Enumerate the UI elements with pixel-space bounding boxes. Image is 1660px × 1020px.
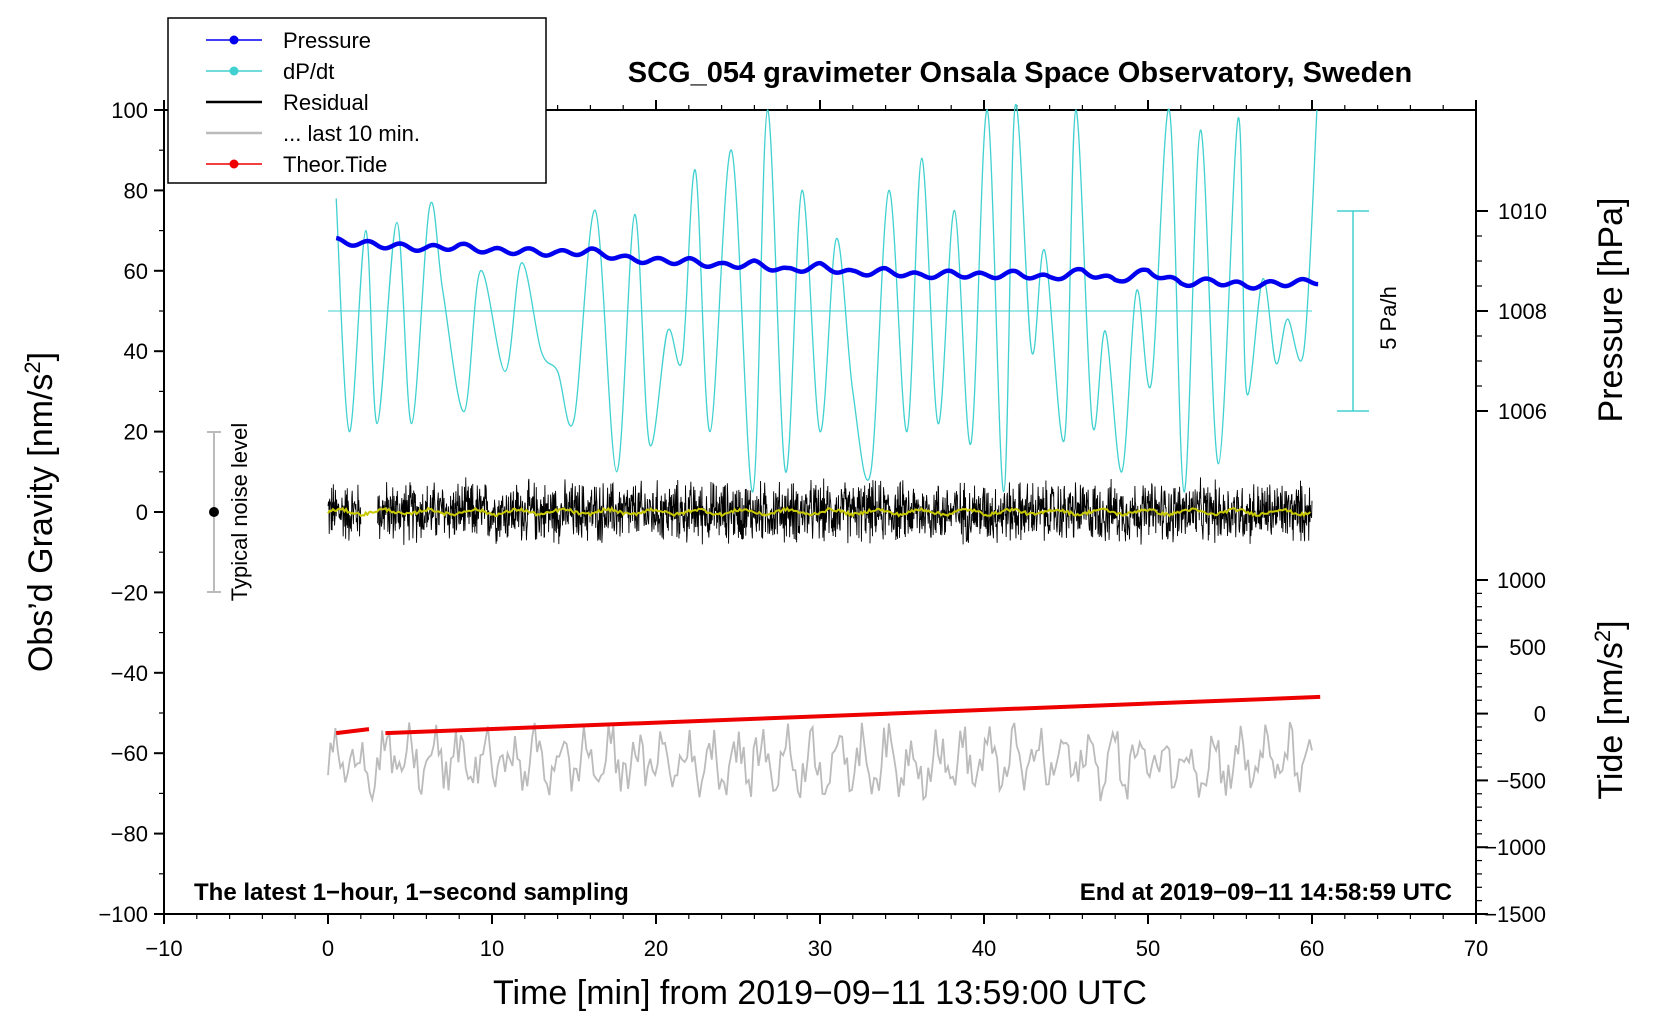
legend-marker: [229, 66, 239, 76]
noise-level-indicator: Typical noise level: [207, 423, 252, 602]
y-axis-title-tide-sup: 2: [1590, 630, 1615, 642]
pressure-line: [335, 235, 1319, 291]
y-tick-label-left: 100: [111, 98, 148, 123]
tide-segment-1: [335, 727, 370, 736]
legend-label: Theor.Tide: [283, 152, 387, 177]
y-axis-title-pressure: Pressure [hPa]: [1592, 198, 1630, 423]
dpdt-scale-label: 5 Pa/h: [1376, 286, 1401, 350]
y-tick-label-left: 80: [124, 178, 148, 203]
y-tick-label-left: 0: [136, 500, 148, 525]
chart-title: SCG_054 gravimeter Onsala Space Observat…: [628, 57, 1412, 89]
x-tick-label: 20: [644, 936, 668, 961]
legend-marker: [229, 159, 239, 169]
tide-tick-label: −1500: [1484, 902, 1546, 927]
x-tick-label: 40: [972, 936, 996, 961]
x-tick-label: 0: [322, 936, 334, 961]
legend-label: ... last 10 min.: [283, 121, 420, 146]
y-tick-label-left: 20: [124, 420, 148, 445]
y-axis-title-left-sup: 2: [20, 361, 45, 373]
tide-tick-label: −500: [1496, 768, 1546, 793]
y-axis-title-tide: Tide [nm/s2]: [1590, 620, 1630, 799]
x-tick-label: −10: [145, 936, 182, 961]
y-tick-label-left: 60: [124, 259, 148, 284]
footer-left-text: The latest 1−hour, 1−second sampling: [194, 879, 629, 906]
dpdt-scale-bar: 5 Pa/h: [1337, 210, 1401, 412]
legend-label: dP/dt: [283, 59, 334, 84]
tide-segment-2: [385, 694, 1321, 736]
y-axis-title-left: Obs’d Gravity [nm/s2]: [20, 352, 60, 672]
y-axis-title-left-close: ]: [22, 352, 60, 361]
tide-tick-label: 500: [1509, 635, 1546, 660]
last-10-min-line: [327, 721, 1313, 804]
residual-line: [327, 477, 1313, 545]
x-tick-label: 30: [808, 936, 832, 961]
y-tick-label-left: −60: [111, 741, 148, 766]
pressure-tick-label: 1010: [1498, 199, 1547, 224]
noise-bar-dot: [209, 507, 219, 517]
y-tick-label-left: −20: [111, 580, 148, 605]
x-tick-label: 70: [1464, 936, 1488, 961]
y-tick-label-left: −80: [111, 822, 148, 847]
legend-label: Residual: [283, 90, 369, 115]
legend-box: [167, 17, 547, 184]
y-tick-label-left: −100: [98, 902, 148, 927]
series-layer: [327, 103, 1321, 804]
y-tick-label-left: −40: [111, 661, 148, 686]
footer-right-text: End at 2019−09−11 14:58:59 UTC: [1080, 879, 1452, 906]
tick-labels: −10 0 10 20 30 40 50 60 70−100−80−60−40−20020406…: [98, 98, 1547, 961]
y-axis-title-tide-close: ]: [1592, 620, 1630, 629]
y-axis-title-left-main: Obs’d Gravity [nm/s: [22, 374, 60, 673]
y-tick-label-left: 40: [124, 339, 148, 364]
x-tick-label: 50: [1136, 936, 1160, 961]
residual-smoothed-line: [327, 506, 1312, 518]
pressure-tick-label: 1008: [1498, 299, 1547, 324]
tide-tick-label: 1000: [1497, 568, 1546, 593]
x-tick-label: 10: [480, 936, 504, 961]
dpdt-line: [335, 103, 1318, 493]
tide-tick-label: 0: [1534, 702, 1546, 727]
noise-bar-label: Typical noise level: [227, 423, 252, 602]
legend-marker: [229, 35, 239, 45]
pressure-tick-label: 1006: [1498, 399, 1547, 424]
y-axis-title-tide-main: Tide [nm/s: [1592, 642, 1630, 799]
tide-tick-label: −1000: [1484, 835, 1546, 860]
x-tick-label: 60: [1300, 936, 1324, 961]
legend-label: Pressure: [283, 28, 371, 53]
legend: Pressure dP/dt Residual ... last 10 min. The…: [167, 17, 547, 184]
x-axis-title: Time [min] from 2019−09−11 13:59:00 UTC: [493, 974, 1147, 1012]
